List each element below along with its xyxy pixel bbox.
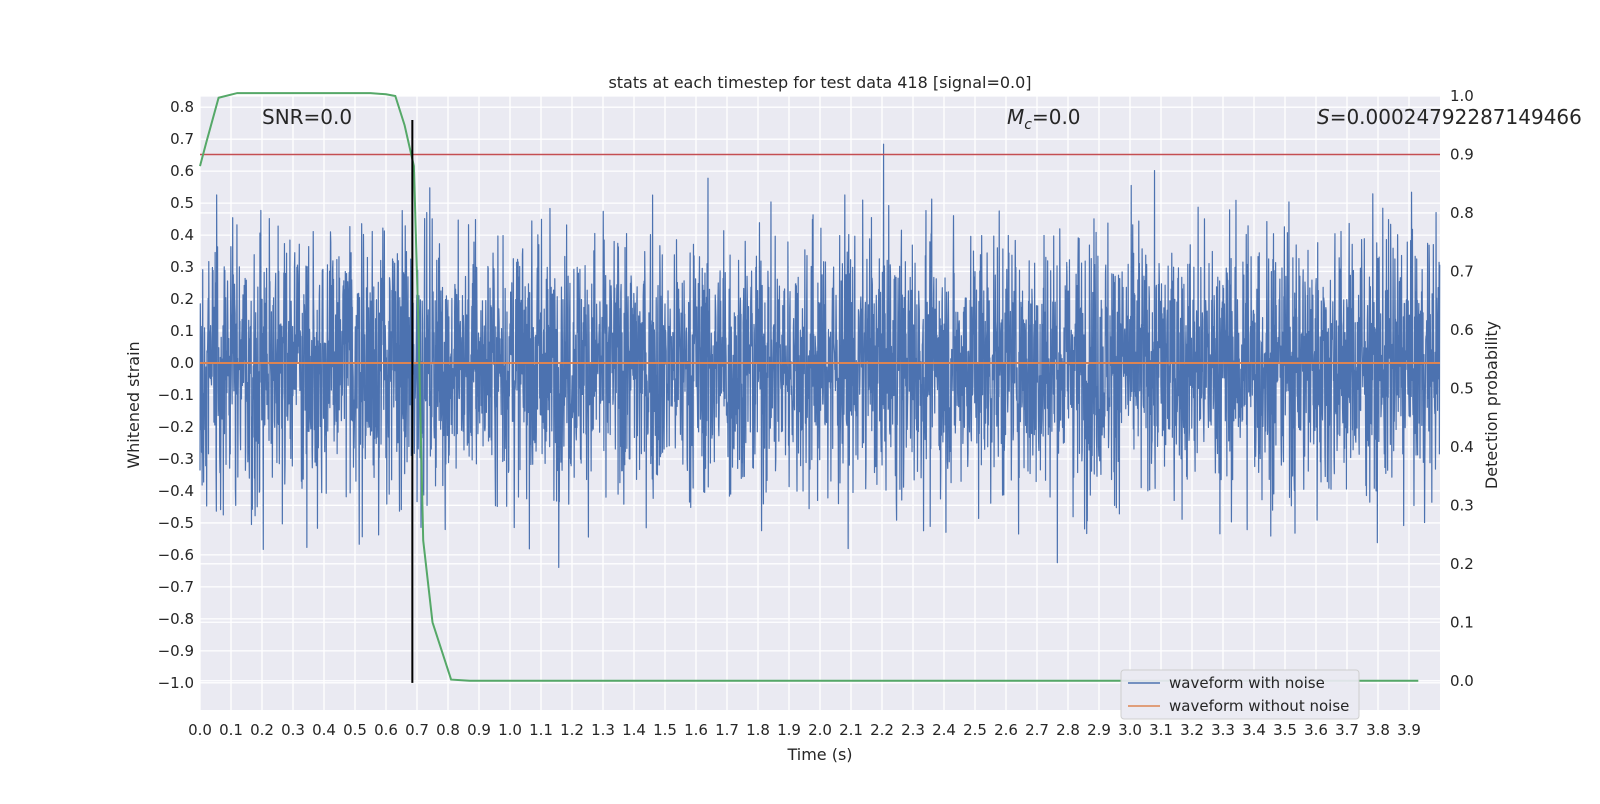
y-tick-label: 0.2 bbox=[170, 290, 194, 308]
y2-tick-label: 0.5 bbox=[1450, 379, 1474, 397]
x-tick-label: 3.0 bbox=[1118, 721, 1142, 739]
x-tick-label: 2.9 bbox=[1087, 721, 1111, 739]
x-tick-label: 3.5 bbox=[1273, 721, 1297, 739]
x-tick-label: 3.9 bbox=[1397, 721, 1421, 739]
x-tick-label: 3.4 bbox=[1242, 721, 1266, 739]
y-tick-label: 0.7 bbox=[170, 130, 194, 148]
y-axis-ticks: 0.8 0.7 0.6 0.5 0.4 0.3 0.2 0.1 0.0 −0.1 −0.2 −0.3 −… bbox=[158, 98, 194, 692]
x-tick-label: 2.6 bbox=[994, 721, 1018, 739]
x-tick-label: 0.5 bbox=[343, 721, 367, 739]
x-tick-label: 0.3 bbox=[281, 721, 305, 739]
x-tick-label: 1.4 bbox=[622, 721, 646, 739]
y-tick-label: 0.0 bbox=[170, 354, 194, 372]
mc-annotation: Mc=0.0 bbox=[1007, 105, 1081, 133]
y-tick-label: 0.5 bbox=[170, 194, 194, 212]
y-tick-label: −0.4 bbox=[158, 482, 194, 500]
x-tick-label: 2.5 bbox=[963, 721, 987, 739]
y-tick-label: 0.3 bbox=[170, 258, 194, 276]
noise-series bbox=[199, 143, 1441, 568]
x-tick-label: 1.6 bbox=[684, 721, 708, 739]
y-tick-label: 0.8 bbox=[170, 98, 194, 116]
x-tick-label: 1.9 bbox=[777, 721, 801, 739]
x-tick-label: 3.8 bbox=[1366, 721, 1390, 739]
x-tick-label: 3.3 bbox=[1211, 721, 1235, 739]
x-tick-label: 0.0 bbox=[188, 721, 212, 739]
x-tick-label: 2.3 bbox=[901, 721, 925, 739]
legend: waveform with noise waveform without noi… bbox=[1120, 669, 1360, 720]
y-tick-label: −0.9 bbox=[158, 642, 194, 660]
s-value: =0.00024792287149466 bbox=[1330, 105, 1582, 129]
y2-tick-label: 0.1 bbox=[1450, 613, 1474, 631]
y-axis-label: Whitened strain bbox=[124, 341, 143, 468]
y-tick-label: −0.5 bbox=[158, 514, 194, 532]
x-tick-label: 3.2 bbox=[1180, 721, 1204, 739]
x-tick-label: 2.8 bbox=[1056, 721, 1080, 739]
legend-box bbox=[1120, 669, 1360, 720]
x-tick-label: 1.0 bbox=[498, 721, 522, 739]
x-tick-label: 0.7 bbox=[405, 721, 429, 739]
y-tick-label: −0.7 bbox=[158, 578, 194, 596]
x-axis-label: Time (s) bbox=[786, 745, 852, 764]
x-tick-label: 0.9 bbox=[467, 721, 491, 739]
y2-tick-label: 0.7 bbox=[1450, 262, 1474, 280]
y2-tick-label: 1.0 bbox=[1450, 87, 1474, 105]
y-tick-label: −0.1 bbox=[158, 386, 194, 404]
y-tick-label: 0.6 bbox=[170, 162, 194, 180]
y-tick-label: 0.4 bbox=[170, 226, 194, 244]
chart-title: stats at each timestep for test data 418… bbox=[608, 73, 1031, 92]
x-tick-label: 1.7 bbox=[715, 721, 739, 739]
y2-tick-label: 0.9 bbox=[1450, 145, 1474, 163]
x-tick-label: 3.1 bbox=[1149, 721, 1173, 739]
s-symbol: S bbox=[1317, 105, 1330, 129]
x-tick-label: 2.7 bbox=[1025, 721, 1049, 739]
x-tick-label: 0.2 bbox=[250, 721, 274, 739]
snr-annotation: SNR=0.0 bbox=[262, 105, 352, 129]
noise-series-line bbox=[199, 143, 1441, 568]
x-tick-label: 0.6 bbox=[374, 721, 398, 739]
x-tick-label: 3.7 bbox=[1335, 721, 1359, 739]
y-tick-label: −0.2 bbox=[158, 418, 194, 436]
detection-probability-line bbox=[199, 92, 1419, 682]
x-tick-label: 0.8 bbox=[436, 721, 460, 739]
y-tick-label: 0.1 bbox=[170, 322, 194, 340]
legend-label: waveform without noise bbox=[1169, 697, 1349, 715]
x-tick-label: 1.3 bbox=[591, 721, 615, 739]
x-tick-label: 2.2 bbox=[870, 721, 894, 739]
x-axis-ticks: 0.0 0.1 0.2 0.3 0.4 0.5 0.6 0.7 0.8 0.9 1.0 1.1 1.2 1… bbox=[188, 721, 1421, 739]
y-tick-label: −0.8 bbox=[158, 610, 194, 628]
y2-tick-label: 0.8 bbox=[1450, 204, 1474, 222]
y2-axis-label: Detection probability bbox=[1482, 321, 1501, 489]
x-tick-label: 2.4 bbox=[932, 721, 956, 739]
s-annotation: S=0.00024792287149466 bbox=[1317, 105, 1582, 129]
x-tick-label: 0.4 bbox=[312, 721, 336, 739]
x-tick-label: 1.5 bbox=[653, 721, 677, 739]
x-tick-label: 1.1 bbox=[529, 721, 553, 739]
y2-tick-label: 0.2 bbox=[1450, 555, 1474, 573]
x-tick-label: 2.0 bbox=[808, 721, 832, 739]
x-tick-label: 1.2 bbox=[560, 721, 584, 739]
x-tick-label: 2.1 bbox=[839, 721, 863, 739]
x-tick-label: 0.1 bbox=[219, 721, 243, 739]
mc-symbol: M bbox=[1007, 105, 1024, 129]
mc-subscript: c bbox=[1024, 117, 1032, 133]
x-tick-label: 3.6 bbox=[1304, 721, 1328, 739]
y2-axis-ticks: 1.0 0.9 0.8 0.7 0.6 0.5 0.4 0.3 0.2 0.1 0.0 bbox=[1450, 87, 1474, 690]
y-tick-label: −1.0 bbox=[158, 674, 194, 692]
y-tick-label: −0.3 bbox=[158, 450, 194, 468]
y2-tick-label: 0.4 bbox=[1450, 438, 1474, 456]
y2-tick-label: 0.0 bbox=[1450, 672, 1474, 690]
legend-label: waveform with noise bbox=[1169, 674, 1325, 692]
y-tick-label: −0.6 bbox=[158, 546, 194, 564]
y2-tick-label: 0.6 bbox=[1450, 321, 1474, 339]
mc-value: =0.0 bbox=[1032, 105, 1081, 129]
x-tick-label: 1.8 bbox=[746, 721, 770, 739]
y2-tick-label: 0.3 bbox=[1450, 496, 1474, 514]
